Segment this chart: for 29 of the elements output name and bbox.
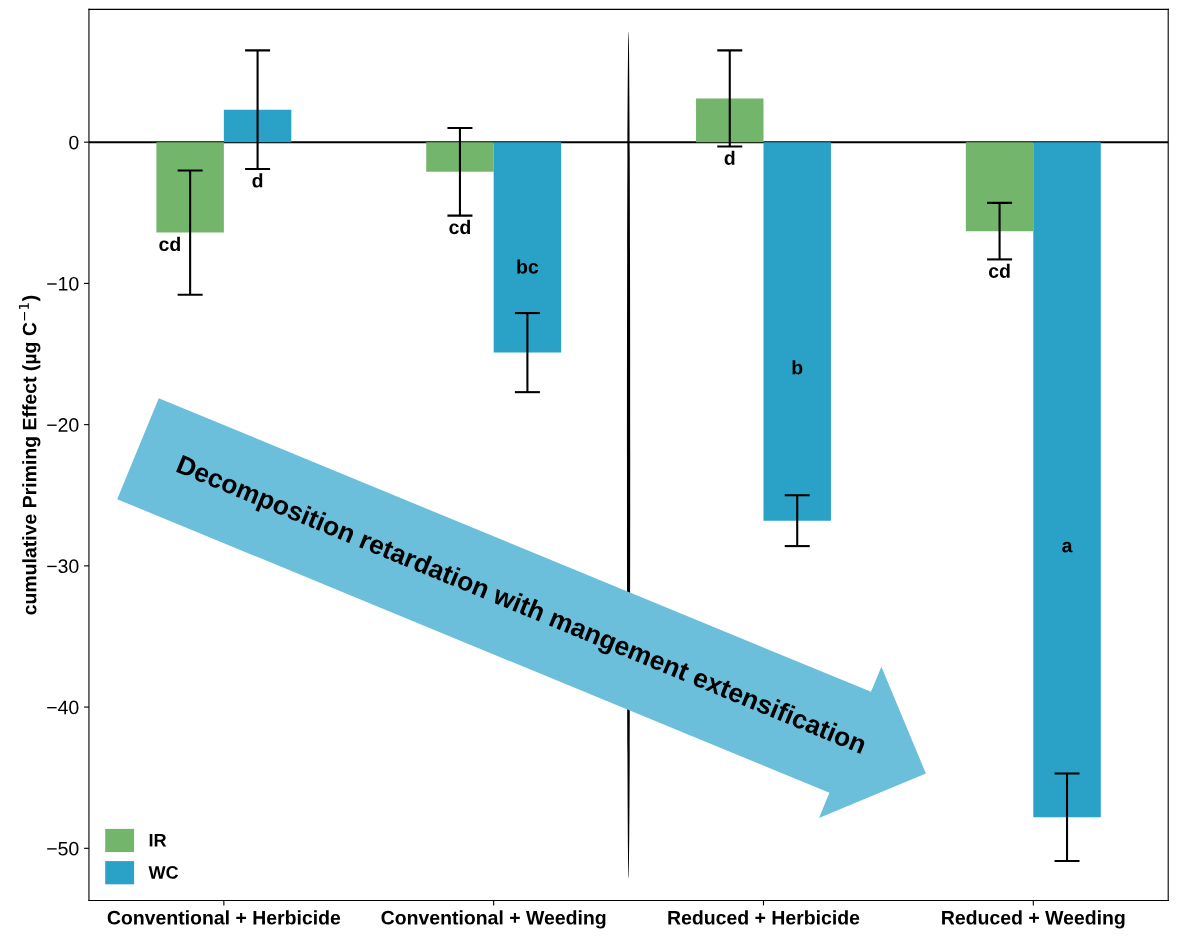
data-label: cd (988, 263, 1010, 278)
data-label: a (1062, 541, 1073, 553)
y-axis-title: cumulative Priming Effect (µg C$^{−1}$) (18, 295, 41, 615)
bar (696, 98, 764, 143)
bar (965, 142, 1034, 232)
y-tick-label: 0 (69, 135, 79, 150)
y-tick-label: −40 (47, 700, 79, 715)
x-tick-label: Conventional + Weeding (381, 910, 606, 929)
x-tick-label: Conventional + Herbicide (107, 910, 341, 925)
bar (223, 109, 292, 143)
x-tick-label: Reduced + Weeding (942, 910, 1125, 929)
bar (493, 142, 562, 353)
bar (156, 142, 224, 233)
data-label: cd (449, 219, 471, 235)
data-label: d (724, 150, 735, 165)
data-label: d (252, 173, 263, 188)
x-tick-label: Reduced + Herbicide (668, 910, 860, 925)
bar (763, 142, 831, 521)
data-label: b (792, 360, 803, 375)
data-label: bc (517, 259, 539, 274)
y-tick-label: −10 (47, 276, 79, 291)
data-label: cd (159, 236, 180, 252)
bar (1033, 142, 1101, 818)
legend-label: WC (148, 866, 179, 879)
y-tick-label: −50 (47, 841, 79, 856)
bar (426, 142, 494, 172)
legend-label: IR (149, 833, 167, 847)
y-tick-label: −20 (47, 418, 79, 432)
y-tick-label: −30 (47, 559, 79, 574)
